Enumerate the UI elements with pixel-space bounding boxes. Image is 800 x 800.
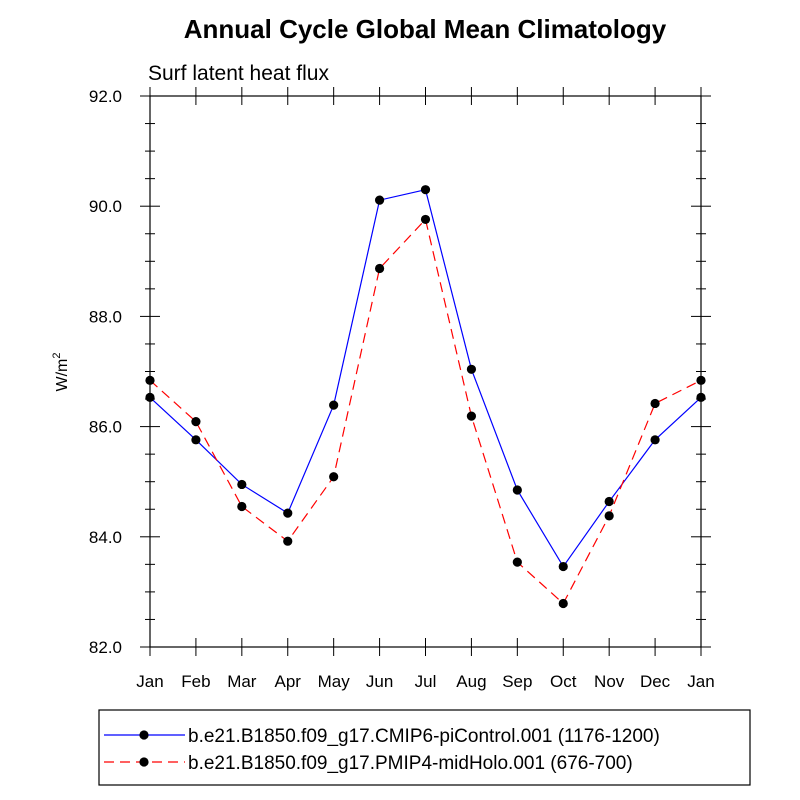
x-tick-label: Jan xyxy=(687,672,714,691)
x-tick-label: May xyxy=(318,672,351,691)
series-1-point xyxy=(558,561,568,572)
svg-text:W/m2: W/m2 xyxy=(51,353,71,392)
x-tick-label: Sep xyxy=(502,672,532,691)
series-1-point xyxy=(283,508,293,518)
x-tick-label: Feb xyxy=(181,672,210,691)
series-2-point xyxy=(374,263,385,274)
x-tick-label: Jan xyxy=(136,672,163,691)
series-1-point xyxy=(145,392,155,402)
y-tick-label: 84.0 xyxy=(89,528,122,547)
legend-marker-1 xyxy=(139,730,149,740)
series-2-point xyxy=(696,375,706,385)
x-tick-label: Mar xyxy=(227,672,257,691)
x-tick-label: Apr xyxy=(275,672,302,691)
chart-title: Annual Cycle Global Mean Climatology xyxy=(184,14,667,44)
y-axis-label-superscript: 2 xyxy=(51,353,63,359)
x-tick-label: Oct xyxy=(550,672,577,691)
series-2-point xyxy=(512,557,522,567)
series-1-point xyxy=(650,435,660,445)
x-tick-label: Nov xyxy=(594,672,625,691)
series-1-point xyxy=(237,479,247,490)
series-2-point xyxy=(650,398,660,409)
series-line-1 xyxy=(149,188,702,568)
x-tick-label: Aug xyxy=(456,672,486,691)
y-tick-label: 88.0 xyxy=(89,307,122,326)
x-tick-label: Jun xyxy=(366,672,393,691)
legend-label-2: b.e21.B1850.f09_g17.PMIP4-midHolo.001 (6… xyxy=(188,753,633,774)
chart-subtitle: Surf latent heat flux xyxy=(148,62,329,85)
series-1-point xyxy=(604,496,614,507)
series-1-point xyxy=(696,392,706,402)
series-1-point xyxy=(329,400,339,410)
y-tick-label: 86.0 xyxy=(89,418,122,437)
series-2-point xyxy=(283,536,293,546)
y-tick-label: 90.0 xyxy=(89,197,122,216)
series-2-point xyxy=(237,501,247,512)
legend: b.e21.B1850.f09_g17.CMIP6-piControl.001 … xyxy=(104,726,660,774)
x-tick-labels: Jan Feb Mar Apr May Jun Jul Aug Sep Oct Nov Dec Jan xyxy=(136,672,714,691)
series-2-point xyxy=(191,417,201,427)
series-2-point xyxy=(329,472,339,482)
series-1-point xyxy=(466,364,477,374)
series-2-point xyxy=(558,598,568,609)
x-tick-label: Jul xyxy=(415,672,437,691)
series-1-point xyxy=(512,485,522,495)
series-2-point xyxy=(420,214,431,225)
series-1-point xyxy=(420,185,431,195)
series-1-point xyxy=(191,435,201,445)
series-markers xyxy=(145,185,706,609)
axis-ticks xyxy=(140,87,711,656)
series-line-2 xyxy=(149,218,702,605)
legend-box xyxy=(98,709,751,786)
legend-marker-2 xyxy=(139,757,149,767)
series-1-point xyxy=(374,195,385,205)
y-tick-label: 92.0 xyxy=(89,87,122,106)
y-tick-labels: 82.0 84.0 86.0 88.0 90.0 92.0 xyxy=(89,87,122,657)
series-lines xyxy=(149,188,702,605)
x-tick-label: Dec xyxy=(640,672,671,691)
y-axis-label: W/m2 xyxy=(51,353,71,392)
y-tick-label: 82.0 xyxy=(89,638,122,657)
series-2-point xyxy=(145,375,155,385)
plot-frame xyxy=(149,95,702,648)
series-2-point xyxy=(604,511,614,521)
series-2-point xyxy=(466,411,477,421)
y-axis-label-text: W/m xyxy=(54,359,71,392)
legend-label-1: b.e21.B1850.f09_g17.CMIP6-piControl.001 … xyxy=(188,726,660,747)
